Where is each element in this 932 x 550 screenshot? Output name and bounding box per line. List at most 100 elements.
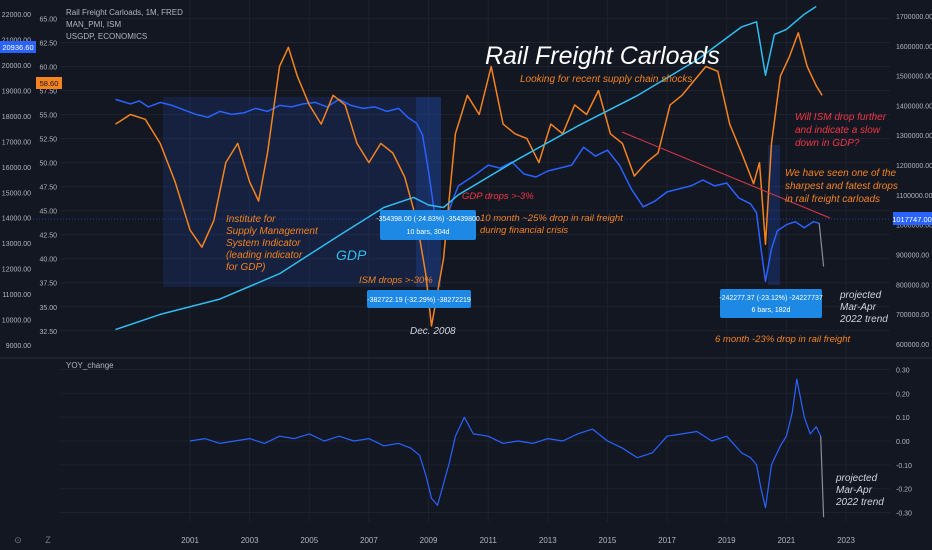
pmi-axis-tick: 50.00 (39, 161, 57, 168)
yoy-axis-tick: 0.10 (896, 415, 910, 422)
gdp-axis-tick: 17000.00 (2, 139, 31, 146)
projected-top-line: Mar-Apr (840, 302, 877, 313)
pmi-axis-tick: 52.50 (39, 137, 57, 144)
crisis-pmi-measure[interactable]: -382722.19 (-32.29%) -38272219 (367, 290, 471, 308)
pmi-axis-tick: 35.00 (39, 305, 57, 312)
crisis-measure-zone (163, 97, 441, 287)
projected-bottom-note: projected Mar-Apr 2022 trend (835, 473, 884, 508)
pmi-price-badge: 58.60 (36, 77, 62, 89)
pmi-axis-tick: 32.50 (39, 329, 57, 336)
x-tick-label: 2017 (658, 536, 676, 545)
goto-date-icon[interactable]: ⊙ (14, 535, 22, 545)
x-tick-label: 2023 (837, 536, 855, 545)
trendline (621, 131, 831, 219)
pmi-note-line: Institute for (226, 214, 276, 225)
sharpest-drop-line: in rail freight carloads (785, 194, 880, 205)
rail-axis-tick: 1500000.00 (896, 74, 932, 81)
gdp-axis-tick: 11000.00 (2, 292, 31, 299)
gdp-axis-tick: 12000.00 (2, 267, 31, 274)
pmi-note-line: Supply Management (226, 226, 319, 237)
yoy-axis-tick: -0.30 (896, 510, 912, 517)
gdp-price-badge: 20936.60 (0, 41, 36, 53)
x-tick-label: 2009 (420, 536, 438, 545)
rail-price-badge-text: 1017747.00 (892, 215, 932, 224)
legend-rail[interactable]: Rail Freight Carloads, 1M, FRED (66, 8, 183, 17)
ism-drop-note: ISM drops >-30% (359, 275, 433, 286)
rail-freight-series (115, 98, 820, 283)
pmi-note-line: for GDP) (226, 262, 265, 273)
x-tick-label: 2021 (777, 536, 795, 545)
rail-price-badge: 1017747.00 (892, 212, 932, 225)
x-tick-label: 2001 (181, 536, 199, 545)
gdp-axis-tick: 10000.00 (2, 317, 31, 324)
yoy-series-label[interactable]: YOY_change (66, 361, 114, 370)
projected-top-line: projected (839, 290, 882, 301)
ism-question-line: down in GDP? (795, 138, 860, 149)
grid (60, 0, 890, 522)
gdp-axis-tick: 20000.00 (2, 63, 31, 70)
ism-question-note: Will ISM drop further and indicate a slo… (795, 112, 887, 149)
dec-2008-note: Dec. 2008 (410, 326, 456, 337)
pmi-axis-tick: 45.00 (39, 209, 57, 216)
yoy-axis-tick: 0.00 (896, 439, 910, 446)
projected-bottom-line: projected (835, 473, 878, 484)
legend-header: Rail Freight Carloads, 1M, FRED MAN_PMI,… (66, 8, 183, 41)
ism-question-line: and indicate a slow (795, 125, 881, 136)
yoy-projection-line (820, 436, 825, 518)
crisis-rail-measure-bars: 10 bars, 304d (407, 229, 450, 236)
rail-axis-tick: 1100000.00 (896, 193, 932, 200)
crisis-drop-note: 10 month ~25% drop in rail freight (480, 213, 623, 224)
x-tick-label: 2007 (360, 536, 378, 545)
crisis-rail-measure-box (380, 210, 476, 240)
projected-top-line: 2022 trend (839, 314, 888, 325)
pmi-axis-tick: 60.00 (39, 64, 57, 71)
crisis-rail-measure[interactable]: -354398.00 (-24.83%) -35439800 10 bars, … (376, 210, 480, 240)
projected-bottom-line: 2022 trend (835, 497, 884, 508)
covid-rail-measure[interactable]: -242277.37 (-23.12%) -24227737 6 bars, 1… (719, 289, 823, 318)
sharpest-drop-line: We have seen one of the (785, 168, 896, 179)
projected-top-note: projected Mar-Apr 2022 trend (839, 290, 888, 325)
rail-axis-tick: 700000.00 (896, 312, 929, 319)
yoy-layer (189, 378, 825, 518)
crisis-pmi-measure-box (367, 290, 471, 308)
gdp-axis-tick: 16000.00 (2, 165, 31, 172)
legend-pmi[interactable]: MAN_PMI, ISM (66, 20, 121, 29)
pmi-axis-tick: 62.50 (39, 40, 57, 47)
pmi-series (115, 32, 823, 327)
gdp-label: GDP (336, 247, 367, 263)
rail-axis-tick: 1200000.00 (896, 163, 932, 170)
legend-gdp[interactable]: USGDP, ECONOMICS (66, 32, 147, 41)
gdp-axis-tick: 18000.00 (2, 114, 31, 121)
recent-drop-note: 6 month -23% drop in rail freight (715, 334, 851, 345)
gdp-drop-note: GDP drops >-3% (462, 191, 534, 202)
sharpest-drop-line: sharpest and fatest drops (785, 181, 898, 192)
yoy-axis-tick: 0.30 (896, 368, 910, 375)
rail-axis-tick: 800000.00 (896, 282, 929, 289)
rail-axis-tick: 900000.00 (896, 253, 929, 260)
yoy-axis-tick: -0.20 (896, 487, 912, 494)
crisis-pmi-measure-value: -382722.19 (-32.29%) -38272219 (367, 297, 471, 304)
pmi-axis-tick: 37.50 (39, 281, 57, 288)
rail-axis-tick: 1700000.00 (896, 14, 932, 21)
gdp-axis-tick: 13000.00 (2, 241, 31, 248)
yoy-axis-tick: 0.20 (896, 391, 910, 398)
ism-question-line: Will ISM drop further (795, 112, 887, 123)
gdp-axis-tick: 19000.00 (2, 89, 31, 96)
covid-rail-measure-bars: 6 bars, 182d (752, 307, 791, 314)
gdp-series (115, 5, 817, 331)
rail-projection-line (818, 223, 825, 267)
pmi-axis-tick: 42.50 (39, 233, 57, 240)
pmi-price-badge-box (36, 77, 62, 89)
pmi-axis-tick: 57.50 (39, 89, 57, 96)
pmi-axis-tick: 55.00 (39, 113, 57, 120)
chart-subtitle: Looking for recent supply chain shocks (520, 74, 692, 85)
gdp-axis-tick: 15000.00 (2, 190, 31, 197)
pmi-axis-tick: 47.50 (39, 185, 57, 192)
zoom-icon[interactable]: Z (45, 535, 51, 545)
gdp-axis-tick: 22000.00 (2, 12, 31, 19)
sharpest-drop-note: We have seen one of the sharpest and fat… (785, 168, 898, 205)
gdp-price-badge-text: 20936.60 (2, 43, 33, 52)
pmi-price-badge-text: 58.60 (40, 79, 59, 88)
pmi-note-line: System Indicator (226, 238, 301, 249)
